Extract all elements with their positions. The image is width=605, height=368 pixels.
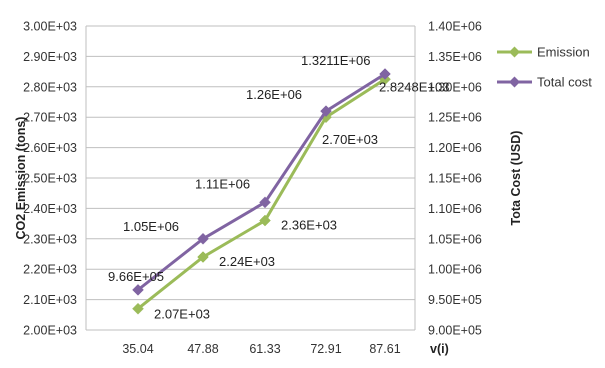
x-tick-label: 61.33 — [249, 342, 280, 356]
gridlines — [86, 25, 415, 331]
y-right-tick-label: 1.25E+06 — [428, 111, 482, 125]
y-right-tick-label: 1.05E+06 — [428, 232, 482, 246]
data-label: 1.3211E+06 — [301, 53, 371, 68]
y-left-tick-label: 3.00E+03 — [23, 20, 77, 34]
data-labels: 2.07E+03 2.24E+03 2.36E+03 2.70E+03 2.8248E+… — [108, 53, 449, 322]
y-left-tick-label: 2.30E+03 — [23, 232, 77, 246]
y-left-tick-label: 2.60E+03 — [23, 141, 77, 155]
series-marker — [132, 302, 144, 315]
series — [132, 68, 391, 315]
data-label: 2.36E+03 — [281, 218, 337, 233]
data-label: 2.8248E+03 — [379, 79, 449, 94]
axes: 2.00E+03 2.10E+03 2.20E+03 2.30E+03 2.40E+03… — [14, 20, 523, 357]
legend-swatch-marker — [509, 76, 520, 88]
y-left-axis-title: CO2 Emission (tons) — [14, 117, 28, 240]
y-right-tick-label: 1.30E+06 — [428, 80, 482, 94]
data-label: 2.70E+03 — [322, 132, 378, 147]
y-left-tick-label: 2.80E+03 — [23, 80, 77, 94]
x-tick-label: 87.61 — [369, 342, 400, 356]
y-right-tick-label: 1.40E+06 — [428, 20, 482, 34]
series-marker — [132, 284, 144, 296]
data-label: 1.26E+06 — [246, 87, 302, 102]
legend-label: Total cost — [537, 75, 592, 90]
y-left-tick-label: 2.10E+03 — [23, 293, 77, 307]
data-label: 9.66E+05 — [108, 269, 164, 284]
y-right-tick-label: 1.15E+06 — [428, 172, 482, 186]
y-right-tick-label: 1.10E+06 — [428, 202, 482, 216]
y-left-tick-label: 2.20E+03 — [23, 263, 77, 277]
y-right-tick-label: 1.35E+06 — [428, 50, 482, 64]
y-right-tick-label: 1.00E+06 — [428, 263, 482, 277]
data-label: 1.11E+06 — [195, 176, 250, 191]
series-marker — [197, 251, 209, 263]
legend: Emission Total cost — [497, 45, 592, 90]
y-right-axis-title: Tota Cost (USD) — [509, 131, 523, 226]
y-left-tick-label: 2.40E+03 — [23, 202, 77, 216]
x-tick-label: 47.88 — [187, 342, 218, 356]
y-right-tick-label: 9.00E+05 — [428, 324, 482, 338]
y-left-tick-label: 2.90E+03 — [23, 50, 77, 64]
y-left-tick-label: 2.00E+03 — [23, 324, 77, 338]
data-label: 1.05E+06 — [123, 219, 179, 234]
data-label: 2.07E+03 — [154, 307, 210, 322]
y-right-tick-label: 9.50E+05 — [428, 293, 482, 307]
data-label: 2.24E+03 — [219, 254, 275, 269]
x-axis-title: v(i) — [430, 342, 449, 356]
series-marker — [320, 105, 332, 117]
legend-label: Emission — [537, 45, 590, 60]
x-tick-label: 35.04 — [122, 342, 153, 356]
series-marker — [259, 214, 271, 227]
series-marker — [259, 196, 271, 209]
series-marker — [197, 232, 209, 245]
y-left-tick-label: 2.50E+03 — [23, 172, 77, 186]
y-right-tick-label: 1.20E+06 — [428, 141, 482, 155]
y-left-tick-label: 2.70E+03 — [23, 111, 77, 125]
series-line-0 — [137, 77, 386, 310]
x-tick-label: 72.91 — [310, 342, 341, 356]
series-marker — [379, 68, 391, 80]
legend-swatch-marker — [509, 46, 520, 58]
